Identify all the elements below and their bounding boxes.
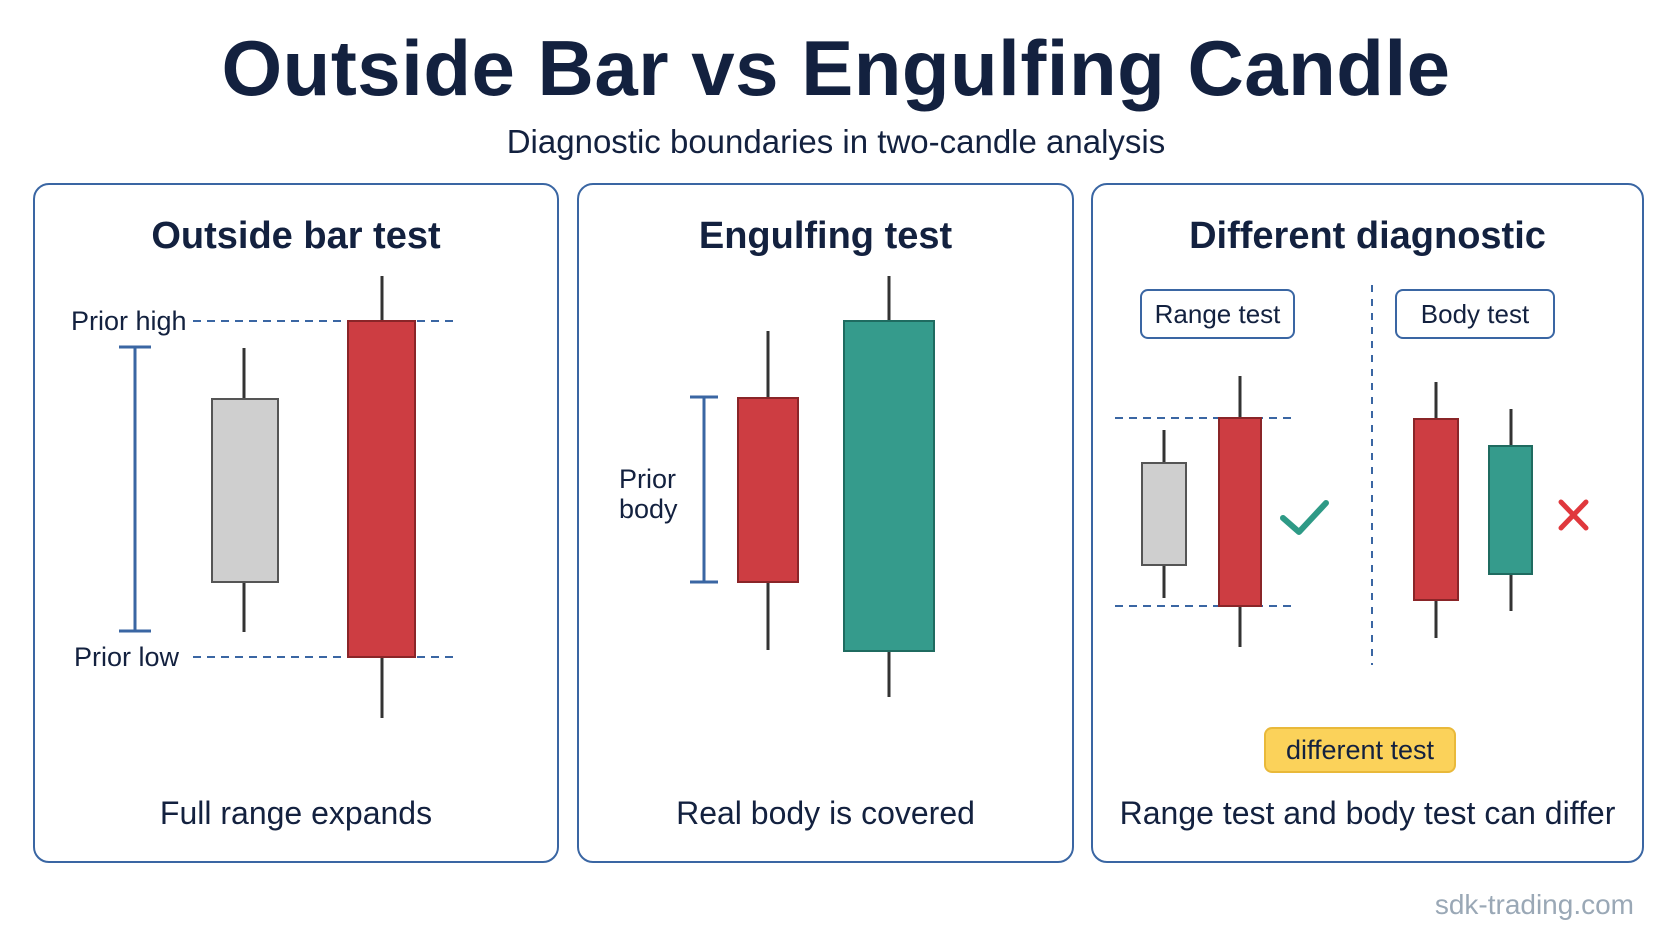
different-diagnostic-title: Different diagnostic bbox=[1189, 215, 1546, 257]
outside-bar-title: Outside bar test bbox=[151, 215, 441, 257]
prior-body-bracket bbox=[690, 395, 718, 584]
range-test-chip: Range test bbox=[1140, 289, 1295, 339]
watermark: sdk-trading.com bbox=[1434, 889, 1634, 920]
prior-body-label-line2: body bbox=[619, 494, 678, 524]
body-current-candle bbox=[1488, 409, 1533, 611]
page-title: Outside Bar vs Engulfing Candle bbox=[221, 24, 1451, 112]
different-diagnostic-caption: Range test and body test can differ bbox=[1119, 795, 1616, 831]
prior-bearish-candle bbox=[737, 331, 799, 650]
prior-low-label: Prior low bbox=[74, 642, 180, 672]
prior-range-bracket bbox=[119, 345, 151, 633]
outside-bar-panel: Outside bar test Prior high Prior low Fu… bbox=[33, 183, 559, 863]
engulfing-caption: Real body is covered bbox=[676, 795, 975, 831]
outside-bar-caption: Full range expands bbox=[159, 795, 433, 831]
range-prior-candle bbox=[1141, 430, 1187, 598]
different-diagnostic-panel: Different diagnostic Range test Body tes… bbox=[1091, 183, 1644, 863]
engulfing-diagram bbox=[690, 276, 935, 697]
prior-candle bbox=[211, 348, 279, 632]
outside-candle bbox=[347, 276, 416, 718]
check-icon bbox=[1280, 500, 1329, 535]
page-subtitle: Diagnostic boundaries in two-candle anal… bbox=[506, 123, 1166, 160]
prior-body-label-line1: Prior bbox=[619, 464, 677, 494]
body-prior-candle bbox=[1413, 382, 1459, 638]
engulfing-panel: Engulfing test Prior body Real body is c… bbox=[577, 183, 1074, 863]
different-diagnostic-diagram bbox=[1115, 285, 1589, 665]
outside-bar-diagram bbox=[119, 276, 457, 718]
range-current-candle bbox=[1218, 376, 1262, 647]
engulfing-title: Engulfing test bbox=[698, 215, 953, 257]
engulfing-bullish-candle bbox=[843, 276, 935, 697]
prior-high-label: Prior high bbox=[71, 306, 187, 336]
body-test-chip: Body test bbox=[1395, 289, 1555, 339]
cross-icon bbox=[1558, 499, 1589, 531]
different-test-badge: different test bbox=[1264, 727, 1456, 773]
